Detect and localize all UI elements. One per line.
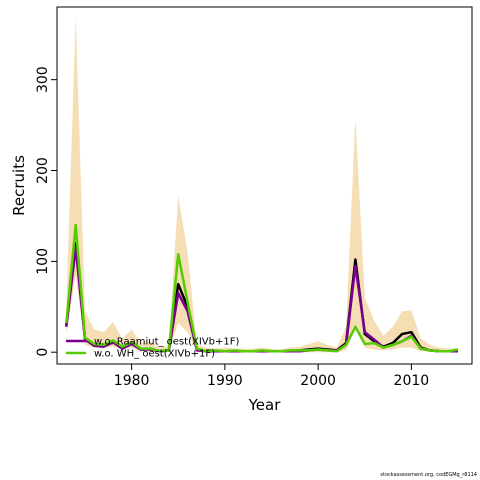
confidence-band [66,16,459,353]
y-axis: 0 100 200 300 [35,66,58,357]
legend-label: w.o. WH_ oest(XIVb+1F) [94,349,215,360]
y-tick-label: 300 [35,66,51,93]
plot-frame [56,6,473,365]
x-tick-label: 2000 [300,373,336,389]
y-axis-title: Recruits [10,155,28,216]
series-line-1 [65,241,459,353]
legend-label: w.o. Raamiut_ oest(XIVb+1F) [94,337,239,348]
legend: w.o. Raamiut_ oest(XIVb+1F)w.o. WH_ oest… [66,337,239,360]
series-line-3 [65,223,459,353]
series-lines-layer [65,223,459,353]
x-tick-label: 2010 [394,373,430,389]
x-axis: 1980 1990 2000 2010 [114,363,430,389]
x-tick-label: 1990 [207,373,243,389]
confidence-band-layer [66,16,459,353]
y-tick-label: 100 [35,248,51,275]
y-tick-label: 200 [35,157,51,184]
footer-credit: stockassessment.org, codEGMg_r8114 [380,472,477,478]
x-axis-title: Year [248,396,282,414]
x-tick-label: 1980 [114,373,150,389]
y-tick-label: 0 [35,348,51,357]
